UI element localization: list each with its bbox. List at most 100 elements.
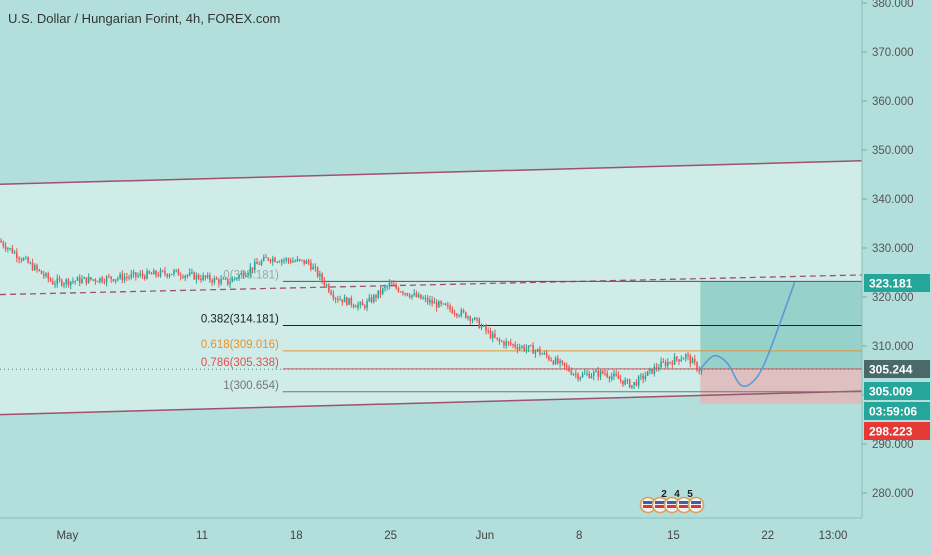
candle — [4, 242, 7, 252]
channel-upper-line[interactable] — [0, 160, 862, 186]
price-label-bg — [864, 274, 930, 292]
candle-body — [431, 299, 433, 304]
candle — [411, 294, 413, 300]
candle — [548, 354, 550, 362]
candle-body — [456, 313, 458, 316]
candle-body — [541, 353, 543, 355]
candle-body — [76, 277, 79, 281]
candle — [184, 274, 186, 282]
flag-stripe — [655, 501, 665, 504]
candle — [54, 280, 56, 289]
candle — [265, 253, 267, 259]
candle — [323, 277, 326, 288]
event-flag-icon[interactable] — [639, 496, 657, 514]
candle — [130, 270, 133, 280]
candle-body — [658, 367, 660, 369]
candle — [516, 343, 519, 354]
plot-area[interactable]: 0(323.181)0.382(314.181)0.618(309.016)0.… — [0, 160, 862, 416]
candle-body — [442, 303, 445, 305]
candle-body — [476, 317, 478, 320]
candle-body — [231, 278, 234, 283]
forecast-path[interactable] — [699, 282, 796, 388]
candle-body — [361, 302, 364, 306]
candle-body — [128, 277, 130, 279]
candle-body — [604, 373, 606, 375]
dashed-trendline[interactable] — [0, 274, 862, 296]
candle-body — [525, 348, 528, 351]
candle — [579, 376, 582, 382]
price-label-bg — [864, 382, 930, 400]
candle-body — [87, 277, 90, 284]
candle — [117, 276, 119, 282]
candle — [395, 282, 398, 290]
candle — [498, 337, 501, 345]
y-tick-label: 320.000 — [872, 292, 914, 304]
candle — [368, 293, 371, 303]
event-flag-icon[interactable] — [687, 496, 705, 514]
candle-body — [67, 279, 70, 286]
candle — [527, 345, 530, 353]
candle-body — [386, 286, 389, 288]
candle-body — [696, 362, 698, 371]
candle — [530, 344, 532, 347]
candle-body — [592, 372, 595, 377]
candle-body — [236, 278, 238, 280]
candle — [307, 258, 310, 266]
candle-body — [256, 262, 258, 265]
candle — [155, 269, 157, 278]
candle — [191, 268, 193, 275]
candle — [164, 266, 166, 277]
candle — [105, 275, 108, 287]
candle — [512, 343, 514, 349]
candle-body — [691, 358, 694, 364]
candle — [16, 248, 18, 263]
candle-body — [411, 294, 413, 298]
candle — [649, 367, 651, 375]
candle — [343, 294, 346, 303]
y-tick-label: 280.000 — [872, 488, 914, 500]
candle-body — [527, 345, 530, 349]
candle-body — [557, 358, 559, 364]
candle-body — [359, 302, 362, 305]
candle — [49, 276, 52, 283]
candle — [328, 282, 330, 294]
candle-body — [570, 371, 573, 375]
candle-body — [204, 275, 207, 278]
candle-body — [453, 313, 456, 315]
candle-body — [408, 295, 411, 298]
candle — [610, 372, 613, 382]
candle — [489, 327, 492, 340]
candle — [137, 272, 139, 279]
candle-body — [249, 267, 252, 274]
time-axis[interactable]: May 11 18 25 Jun 8 15 22 13:00 — [56, 530, 847, 542]
candle — [233, 277, 236, 281]
event-flag-icon[interactable] — [675, 496, 693, 514]
candle — [339, 295, 341, 301]
channel-lower-line[interactable] — [0, 390, 862, 416]
candle — [20, 257, 23, 263]
stop-zone[interactable] — [700, 369, 862, 404]
candle-body — [112, 279, 115, 282]
candle-body — [105, 276, 108, 283]
candle-body — [170, 274, 173, 276]
candle-body — [566, 365, 568, 368]
candle-body — [655, 366, 658, 369]
candle-body — [294, 261, 296, 263]
candle — [408, 292, 411, 299]
candle — [673, 353, 676, 365]
candle — [87, 273, 90, 284]
candle — [186, 273, 189, 279]
candle — [58, 275, 61, 283]
candle-body — [536, 348, 539, 351]
candle — [577, 372, 579, 382]
candle — [613, 369, 615, 381]
candle — [601, 369, 604, 375]
price-axis[interactable]: 380.000 370.000 360.000 350.000 340.000 330.0… — [862, 0, 914, 500]
candle — [337, 295, 339, 303]
candle-body — [240, 272, 243, 275]
candle — [211, 278, 213, 287]
candle-body — [678, 359, 680, 362]
